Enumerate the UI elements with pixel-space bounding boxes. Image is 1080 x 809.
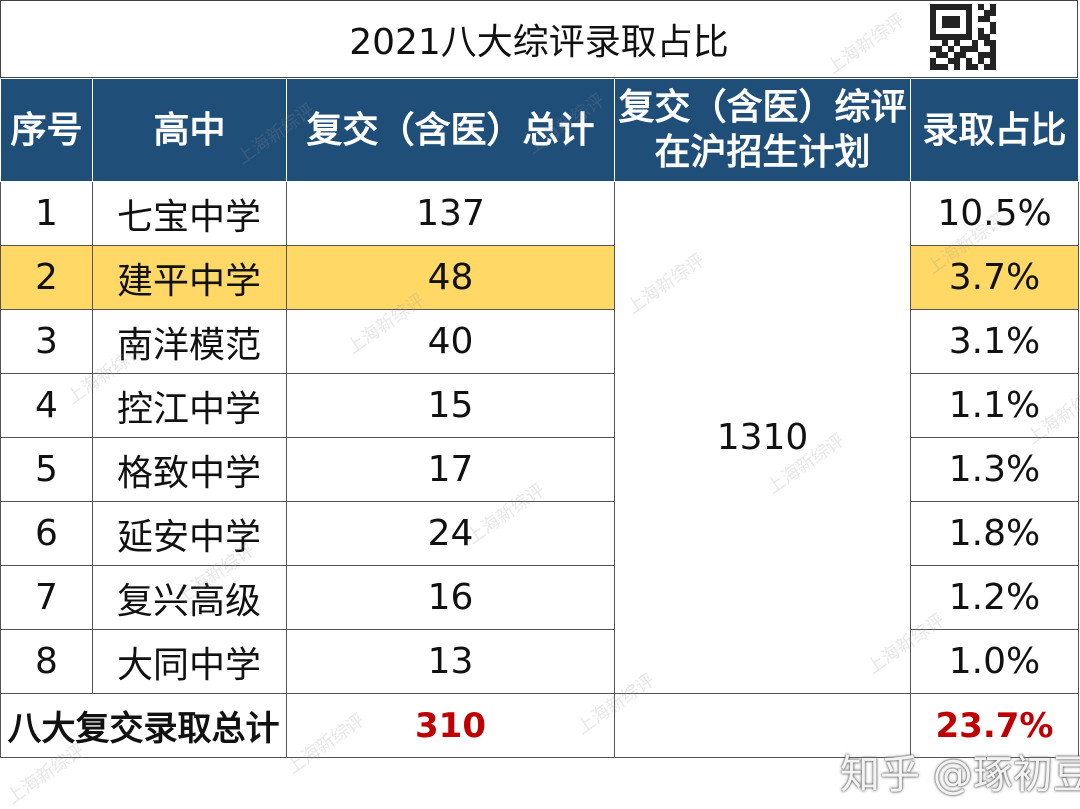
total-label: 八大复交录取总计 [0, 693, 287, 758]
row-num: 8 [0, 629, 93, 694]
row-ratio: 1.2% [910, 565, 1079, 630]
row-ratio: 1.3% [910, 437, 1079, 502]
row-admit: 13 [286, 629, 615, 694]
title-bar: 2021八大综评录取占比 [0, 0, 1078, 78]
row-admit: 48 [286, 245, 615, 310]
row-admit: 24 [286, 501, 615, 566]
header-plan: 复交（含医）综评 在沪招生计划 [614, 78, 911, 182]
page-title: 2021八大综评录取占比 [349, 22, 729, 63]
header-school: 高中 [92, 78, 287, 182]
row-school: 建平中学 [92, 245, 287, 310]
row-num: 7 [0, 565, 93, 630]
total-ratio: 23.7% [910, 693, 1079, 758]
row-school: 格致中学 [92, 437, 287, 502]
table-row: 6 延安中学 24 1.8% [0, 501, 1079, 566]
row-admit: 17 [286, 437, 615, 502]
row-num: 2 [0, 245, 93, 310]
row-num: 5 [0, 437, 93, 502]
row-ratio: 1.1% [910, 373, 1079, 438]
header-num: 序号 [0, 78, 93, 182]
table-row: 1 七宝中学 137 1310 10.5% [0, 181, 1079, 694]
header-plan-line2: 在沪招生计划 [654, 132, 871, 173]
row-admit: 137 [286, 181, 615, 246]
total-plan-empty [614, 693, 911, 758]
row-ratio: 3.1% [910, 309, 1079, 374]
row-ratio: 1.0% [910, 629, 1079, 694]
row-admit: 15 [286, 373, 615, 438]
admission-table: 序号 高中 复交（含医）总计 复交（含医）综评 在沪招生计划 录取占比 1 七宝… [0, 78, 1079, 758]
row-ratio: 10.5% [910, 181, 1079, 246]
row-school: 复兴高级 [92, 565, 287, 630]
table-row-highlighted: 2 建平中学 48 3.7% [0, 245, 1079, 310]
table-row: 7 复兴高级 16 1.2% [0, 565, 1079, 630]
row-num: 1 [0, 181, 93, 246]
row-school: 延安中学 [92, 501, 287, 566]
row-num: 4 [0, 373, 93, 438]
row-admit: 40 [286, 309, 615, 374]
row-num: 6 [0, 501, 93, 566]
row-ratio: 3.7% [910, 245, 1079, 310]
total-row: 八大复交录取总计 310 23.7% [0, 693, 1079, 758]
table-row: 4 控江中学 15 1.1% [0, 373, 1079, 438]
row-admit: 16 [286, 565, 615, 630]
row-school: 控江中学 [92, 373, 287, 438]
header-admit-total: 复交（含医）总计 [286, 78, 615, 182]
zhihu-watermark: 知乎 @琢初豆妈 [840, 752, 1080, 798]
total-admit: 310 [286, 693, 615, 758]
table-row: 5 格致中学 17 1.3% [0, 437, 1079, 502]
qr-code-icon [930, 4, 996, 70]
table-row: 8 大同中学 13 1.0% [0, 629, 1079, 694]
row-num: 3 [0, 309, 93, 374]
row-ratio: 1.8% [910, 501, 1079, 566]
row-school: 大同中学 [92, 629, 287, 694]
header-plan-line1: 复交（含医）综评 [618, 87, 907, 128]
plan-value: 1310 [614, 181, 911, 694]
header-ratio: 录取占比 [910, 78, 1079, 182]
row-school: 七宝中学 [92, 181, 287, 246]
table-row: 3 南洋模范 40 3.1% [0, 309, 1079, 374]
header-row: 序号 高中 复交（含医）总计 复交（含医）综评 在沪招生计划 录取占比 [0, 78, 1079, 182]
row-school: 南洋模范 [92, 309, 287, 374]
